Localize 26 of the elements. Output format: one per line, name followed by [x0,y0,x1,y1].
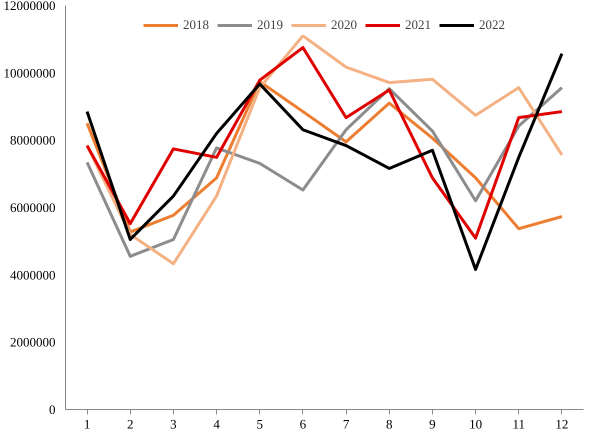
y-tick-label: 4000000 [10,267,56,282]
x-tick-label: 12 [555,416,568,431]
legend-label: 2021 [405,17,431,33]
line-series [86,86,564,258]
x-tick-label: 1 [84,416,90,431]
x-tick-label: 2 [127,416,134,431]
legend-label: 2020 [331,17,357,33]
y-tick-label: 6000000 [10,200,56,215]
legend-label: 2022 [479,17,505,33]
x-tick-label: 9 [429,416,436,431]
x-tick-label: 8 [386,416,392,431]
y-tick-label: 2000000 [10,334,56,350]
x-tick-label: 3 [170,416,177,431]
y-tick-label: 10000000 [4,65,56,80]
x-tick-label: 4 [213,416,220,431]
y-tick-label: 0 [49,402,56,417]
line-series [86,46,564,240]
x-tick-label: 6 [300,416,307,431]
y-tick-label: 12000000 [4,0,56,13]
y-tick-label: 8000000 [10,132,56,148]
x-tick-label: 11 [512,416,526,431]
x-tick-label: 10 [469,416,482,431]
x-tick-label: 7 [342,416,350,431]
x-tick-label: 5 [256,416,263,431]
legend-label: 2019 [257,17,283,33]
legend-label: 2018 [183,17,209,33]
